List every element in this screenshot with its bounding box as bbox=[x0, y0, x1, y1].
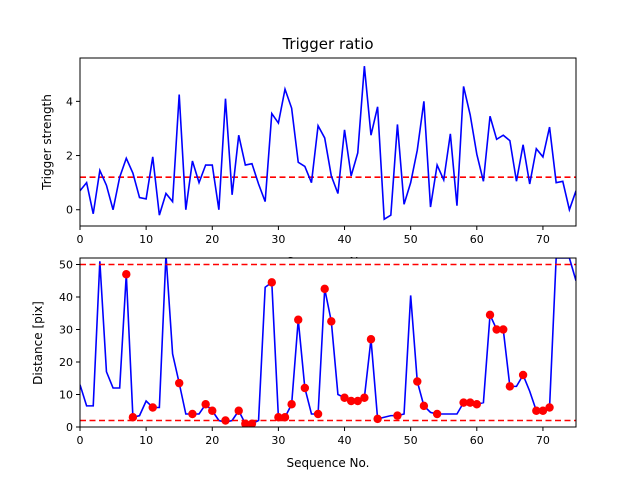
bottom-chart-thresholds bbox=[80, 263, 576, 422]
series-line bbox=[80, 258, 576, 425]
x-tick-label: 10 bbox=[139, 233, 153, 246]
data-marker bbox=[518, 370, 528, 380]
data-marker bbox=[485, 310, 495, 320]
x-tick-label: 70 bbox=[536, 434, 550, 447]
data-marker bbox=[353, 396, 362, 406]
data-marker bbox=[320, 284, 329, 294]
data-marker bbox=[208, 406, 217, 415]
data-marker bbox=[267, 278, 276, 287]
data-marker bbox=[499, 325, 508, 334]
data-marker bbox=[201, 400, 210, 409]
data-marker bbox=[393, 411, 402, 420]
data-marker bbox=[128, 413, 138, 422]
bottom-chart-ticks: 0 10 20 30 40 50 60 70 0 10 20 30 40 50 bbox=[59, 259, 550, 448]
data-marker bbox=[492, 325, 501, 334]
data-marker bbox=[538, 406, 548, 415]
data-marker bbox=[432, 409, 442, 419]
data-marker bbox=[532, 406, 541, 415]
top-chart-series bbox=[80, 66, 576, 221]
x-tick-label: 60 bbox=[470, 233, 484, 246]
bottom-chart-xlabel: Sequence No. bbox=[287, 456, 370, 470]
x-tick-label: 10 bbox=[139, 434, 153, 447]
data-marker bbox=[459, 398, 468, 407]
data-marker bbox=[175, 378, 184, 388]
x-tick-label: 60 bbox=[470, 434, 484, 447]
data-marker bbox=[373, 414, 382, 424]
top-chart-ylabel: Trigger strength bbox=[40, 94, 54, 191]
y-tick-label: 0 bbox=[66, 421, 73, 434]
bottom-chart-ylabel: Distance [pix] bbox=[31, 301, 45, 385]
data-marker bbox=[247, 419, 257, 427]
x-tick-label: 0 bbox=[77, 233, 84, 246]
data-marker bbox=[413, 377, 422, 386]
data-marker bbox=[122, 270, 131, 279]
y-tick-label: 0 bbox=[66, 204, 73, 217]
series-line bbox=[80, 66, 576, 221]
top-chart-title: Trigger ratio bbox=[281, 35, 373, 53]
x-tick-label: 50 bbox=[404, 434, 418, 447]
data-marker bbox=[360, 393, 369, 402]
y-tick-label: 30 bbox=[59, 324, 73, 337]
data-marker bbox=[241, 419, 250, 427]
data-marker bbox=[188, 409, 197, 419]
data-marker bbox=[545, 403, 554, 412]
bottom-chart-frame bbox=[79, 257, 577, 428]
x-tick-label: 20 bbox=[205, 233, 219, 246]
x-tick-label: 40 bbox=[338, 233, 352, 246]
data-marker bbox=[346, 396, 356, 406]
data-marker bbox=[234, 406, 243, 415]
x-tick-label: 50 bbox=[404, 233, 418, 246]
y-tick-label: 2 bbox=[66, 150, 73, 163]
x-tick-label: 30 bbox=[271, 233, 285, 246]
top-chart-frame bbox=[79, 57, 577, 227]
x-tick-label: 70 bbox=[536, 233, 550, 246]
data-marker bbox=[366, 335, 376, 344]
data-marker bbox=[465, 398, 475, 407]
x-tick-label: 30 bbox=[271, 434, 285, 447]
bottom-chart-background bbox=[80, 258, 576, 427]
x-tick-label: 20 bbox=[205, 434, 219, 447]
data-marker bbox=[505, 382, 515, 391]
x-tick-label: 40 bbox=[338, 434, 352, 447]
data-marker bbox=[313, 409, 323, 419]
data-marker bbox=[221, 416, 230, 425]
top-chart-ticks: 0 10 20 30 40 50 60 70 0 2 4 bbox=[66, 95, 550, 246]
y-tick-label: 10 bbox=[59, 389, 73, 402]
data-marker bbox=[280, 413, 290, 422]
data-marker bbox=[419, 401, 429, 411]
y-tick-label: 20 bbox=[59, 356, 73, 369]
bottom-chart-series bbox=[80, 258, 576, 425]
data-marker bbox=[300, 383, 310, 393]
data-marker bbox=[148, 403, 157, 412]
data-marker bbox=[327, 317, 336, 326]
y-tick-label: 4 bbox=[66, 95, 73, 108]
y-tick-label: 40 bbox=[59, 291, 73, 304]
data-marker bbox=[294, 315, 303, 324]
y-tick-label: 50 bbox=[59, 259, 73, 272]
bottom-chart-markers bbox=[122, 270, 554, 427]
x-tick-label: 0 bbox=[77, 434, 84, 447]
data-marker bbox=[274, 413, 283, 422]
data-marker bbox=[287, 400, 296, 409]
data-marker bbox=[340, 393, 349, 402]
data-marker bbox=[472, 400, 481, 409]
